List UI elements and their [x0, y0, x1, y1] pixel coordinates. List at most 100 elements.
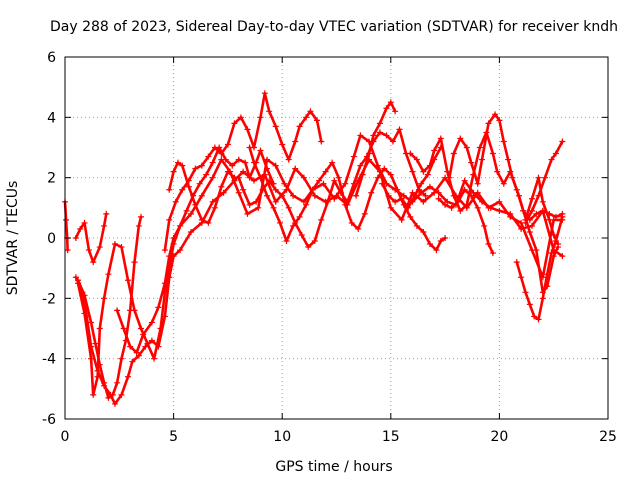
series-line-3 — [76, 134, 564, 397]
x-axis-label: GPS time / hours — [275, 459, 392, 475]
data-point — [285, 204, 292, 211]
data-point — [244, 126, 251, 133]
data-point — [81, 292, 88, 299]
x-axis-ticks: 0 5 10 15 20 25 — [61, 57, 617, 445]
data-point — [185, 183, 192, 190]
data-point — [413, 156, 420, 163]
data-point — [90, 259, 97, 266]
data-point — [166, 253, 173, 260]
data-point — [398, 195, 405, 202]
data-point — [101, 222, 108, 229]
data-point — [485, 241, 492, 248]
series-line-1 — [63, 200, 69, 252]
data-point — [387, 204, 394, 211]
chart-title: Day 288 of 2023, Sidereal Day-to-day VTE… — [50, 19, 618, 35]
data-point — [552, 213, 559, 220]
data-point — [513, 259, 520, 266]
data-point — [138, 325, 145, 332]
series-line-2 — [74, 158, 564, 406]
data-point — [350, 180, 357, 187]
data-point — [224, 141, 231, 148]
data-point — [72, 235, 79, 241]
data-point — [209, 174, 216, 181]
data-point — [526, 301, 533, 308]
data-point — [461, 177, 468, 184]
data-point — [129, 358, 136, 365]
data-point — [313, 117, 320, 124]
data-point — [303, 114, 310, 121]
data-point — [400, 192, 407, 199]
series-markers-3 — [75, 132, 566, 398]
data-point — [470, 189, 477, 196]
data-point — [81, 310, 88, 317]
data-point — [533, 247, 540, 254]
data-point — [127, 307, 134, 314]
series-line-6 — [115, 146, 275, 354]
y-tick-label: 4 — [47, 110, 56, 126]
data-point — [263, 192, 270, 199]
data-point — [479, 156, 486, 163]
data-point — [331, 195, 338, 202]
data-point — [355, 225, 362, 232]
data-point — [279, 141, 286, 148]
data-point — [366, 150, 373, 157]
data-point — [387, 99, 394, 106]
data-point — [444, 198, 451, 205]
data-point — [192, 201, 199, 208]
data-point — [161, 280, 168, 287]
data-point — [290, 222, 297, 229]
data-point — [398, 216, 405, 223]
data-point — [405, 204, 412, 211]
data-point — [420, 228, 427, 235]
data-point — [103, 210, 110, 217]
data-point — [157, 325, 164, 332]
data-point — [148, 319, 155, 326]
data-point — [435, 189, 442, 196]
data-point — [552, 150, 559, 157]
data-point — [409, 168, 416, 175]
data-point — [446, 174, 453, 181]
data-point — [307, 108, 314, 115]
data-point — [457, 207, 464, 214]
data-point — [533, 210, 540, 217]
data-point — [374, 174, 381, 181]
data-point — [85, 247, 92, 254]
data-point — [535, 192, 542, 199]
data-point — [229, 162, 236, 169]
data-point — [413, 222, 420, 229]
data-point — [485, 120, 492, 127]
series-line-10 — [354, 101, 397, 198]
data-point — [283, 238, 290, 245]
data-point — [72, 274, 79, 281]
data-point — [442, 201, 449, 208]
data-point — [461, 186, 468, 193]
y-tick-label: -2 — [42, 291, 56, 307]
data-point — [548, 250, 555, 257]
data-point — [272, 162, 279, 169]
data-point — [535, 316, 542, 323]
data-point — [161, 247, 168, 254]
data-point — [272, 198, 279, 205]
data-point — [368, 189, 375, 196]
data-point — [240, 186, 247, 193]
data-point — [124, 277, 131, 284]
data-point — [559, 213, 566, 220]
data-point — [120, 325, 127, 332]
data-point — [359, 171, 366, 178]
data-point — [535, 174, 542, 181]
data-point — [374, 162, 381, 169]
data-point — [370, 132, 377, 139]
series-line-4 — [74, 212, 108, 264]
data-point — [127, 343, 134, 350]
data-point — [298, 231, 305, 238]
data-point — [209, 198, 216, 205]
data-point — [489, 250, 496, 257]
data-point — [292, 165, 299, 172]
data-point — [203, 171, 210, 178]
data-point — [187, 210, 194, 217]
data-point — [450, 192, 457, 199]
data-point — [426, 183, 433, 190]
data-point — [253, 198, 260, 205]
data-point — [292, 138, 299, 145]
